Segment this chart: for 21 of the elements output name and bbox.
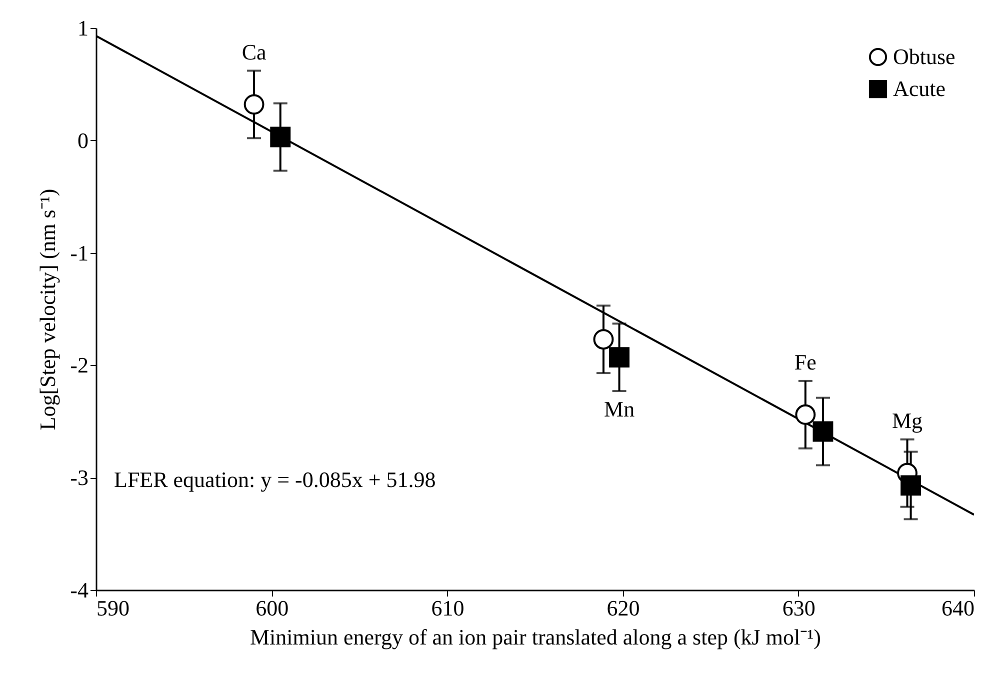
y-tick-label: 1 — [78, 16, 88, 40]
annotation: Ca — [242, 39, 266, 64]
x-tick-label: 600 — [256, 596, 289, 620]
annotation: Fe — [794, 350, 816, 375]
y-tick-label: -3 — [70, 465, 88, 490]
y-axis-title: Log[Step velocity] (nm s⁻¹) — [35, 188, 60, 430]
y-tick-label: -1 — [70, 240, 88, 266]
x-tick-label: 610 — [431, 596, 464, 620]
y-tick-label: -2 — [70, 352, 88, 378]
x-axis-title: Minimiun energy of an ion pair translated along a step (kJ mol⁻¹) — [250, 624, 822, 650]
y-tick-label: -4 — [70, 578, 88, 602]
y-tick-label: 0 — [78, 128, 88, 153]
x-tick-label: 640 — [942, 596, 974, 620]
annotation: Mg — [892, 408, 923, 434]
x-tick-label: 590 — [96, 596, 130, 620]
x-tick-label: 620 — [606, 596, 640, 620]
x-tick-label: 630 — [782, 596, 816, 620]
annotation: LFER equation: y = -0.085x + 51.98 — [114, 467, 436, 492]
legend-label: Obtuse — [893, 44, 956, 69]
annotation: Mn — [604, 396, 635, 422]
legend-label: Acute — [893, 76, 946, 101]
